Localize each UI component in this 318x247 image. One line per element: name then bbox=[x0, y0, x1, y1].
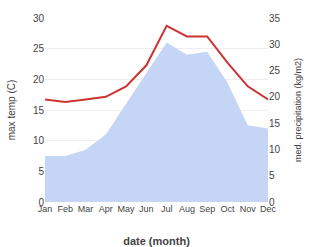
svg-text:20: 20 bbox=[269, 91, 281, 102]
svg-text:30: 30 bbox=[33, 13, 45, 24]
svg-text:Aug: Aug bbox=[179, 204, 195, 214]
svg-text:0: 0 bbox=[38, 197, 44, 208]
svg-text:Jun: Jun bbox=[139, 204, 154, 214]
svg-text:25: 25 bbox=[269, 65, 281, 76]
svg-text:25: 25 bbox=[33, 43, 45, 54]
svg-text:5: 5 bbox=[38, 166, 44, 177]
svg-text:Dec: Dec bbox=[260, 204, 277, 214]
svg-text:Jan: Jan bbox=[38, 204, 53, 214]
svg-text:med. precipitation (kg/m2): med. precipitation (kg/m2) bbox=[293, 58, 303, 162]
svg-text:5: 5 bbox=[269, 170, 275, 181]
svg-text:0: 0 bbox=[269, 197, 275, 208]
svg-text:35: 35 bbox=[269, 13, 281, 24]
svg-text:max temp (C): max temp (C) bbox=[6, 80, 17, 141]
svg-text:date (month): date (month) bbox=[123, 235, 190, 247]
svg-text:Nov: Nov bbox=[240, 204, 257, 214]
svg-text:May: May bbox=[118, 204, 136, 214]
svg-text:Jul: Jul bbox=[161, 204, 173, 214]
svg-text:Oct: Oct bbox=[220, 204, 235, 214]
svg-text:15: 15 bbox=[269, 118, 281, 129]
svg-text:Sep: Sep bbox=[199, 204, 215, 214]
svg-text:20: 20 bbox=[33, 74, 45, 85]
svg-text:10: 10 bbox=[269, 144, 281, 155]
svg-text:15: 15 bbox=[33, 105, 45, 116]
svg-text:30: 30 bbox=[269, 39, 281, 50]
svg-text:10: 10 bbox=[33, 135, 45, 146]
svg-text:Mar: Mar bbox=[78, 204, 94, 214]
svg-text:Feb: Feb bbox=[58, 204, 74, 214]
svg-text:Apr: Apr bbox=[99, 204, 113, 214]
